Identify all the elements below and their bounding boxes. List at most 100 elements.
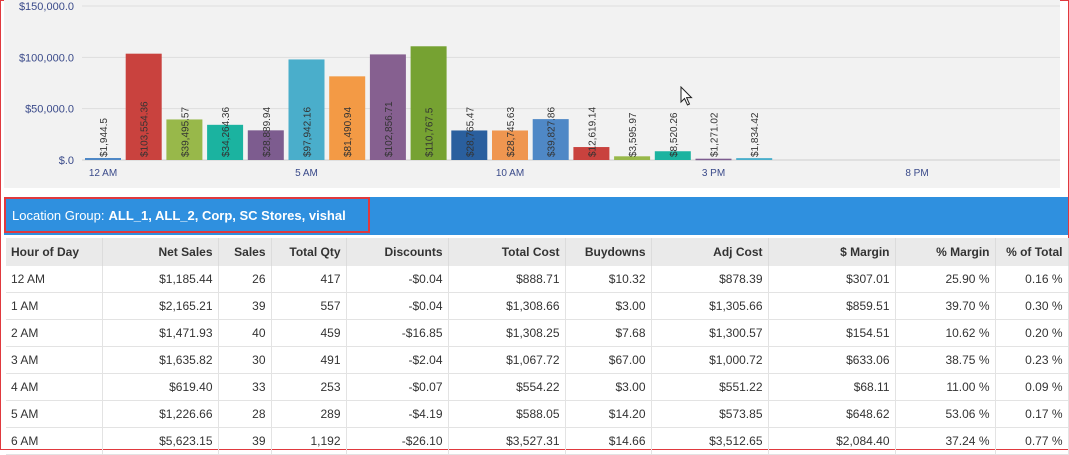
column-header-hour-of-day[interactable]: Hour of Day (6, 238, 103, 266)
table-row[interactable]: 2 AM $1,471.93 40 459 -$16.85 $1,308.25 $7.68 $… (6, 319, 1069, 347)
table-cell: $3.00 (565, 373, 652, 401)
table-cell: -$0.04 (346, 292, 449, 320)
table-cell: 0.23 % (995, 346, 1069, 374)
table-cell: 39 (218, 427, 272, 455)
table-row[interactable]: 5 AM $1,226.66 28 289 -$4.19 $588.05 $14.20 $57… (6, 400, 1069, 428)
table-cell: 30 (218, 346, 272, 374)
bar-value-label: $110,767.5 (425, 107, 436, 157)
column-header-margin[interactable]: $ Margin (768, 238, 896, 266)
table-cell: 0.16 % (995, 266, 1069, 293)
x-tick-label: 3 PM (702, 168, 725, 179)
y-tick-label: $150,000.0 (19, 1, 74, 13)
table-cell: 5 AM (6, 400, 103, 428)
bar[interactable] (207, 124, 244, 160)
table-cell: 0.09 % (995, 373, 1069, 401)
y-tick-label: $.0 (59, 155, 74, 167)
table-cell: 0.17 % (995, 400, 1069, 428)
location-group-value: ALL_1, ALL_2, Corp, SC Stores, vishal (108, 207, 346, 223)
table-cell: $67.00 (565, 346, 652, 374)
column-header-of-total[interactable]: % of Total (995, 238, 1069, 266)
column-header-sales[interactable]: Sales (218, 238, 272, 266)
bar[interactable] (573, 147, 610, 160)
table-row[interactable]: 1 AM $2,165.21 39 557 -$0.04 $1,308.66 $3.00 $1… (6, 292, 1069, 320)
bar-value-label: $1,834.42 (750, 112, 761, 157)
bar[interactable] (695, 158, 732, 161)
table-header-row: Hour of Day Net Sales Sales Total Qty Discou… (6, 238, 1069, 266)
table-cell: 39 (218, 292, 272, 320)
bar-value-label: $39,827.86 (547, 107, 558, 157)
bar[interactable] (85, 158, 121, 160)
table-cell: -$0.07 (346, 373, 449, 401)
bar-value-label: $39,495.57 (180, 107, 191, 157)
bar[interactable] (532, 119, 569, 160)
bar[interactable] (614, 156, 651, 160)
location-group-prefix: Location Group: (12, 207, 105, 223)
table-cell: -$0.04 (346, 266, 449, 293)
table-cell: -$2.04 (346, 346, 449, 374)
x-tick-label: 8 PM (905, 168, 928, 179)
table-body: 12 AM $1,185.44 26 417 -$0.04 $888.71 $10.32 $8… (6, 266, 1069, 455)
bar-value-label: $28,745.63 (506, 107, 517, 157)
table-cell: $1,000.72 (651, 346, 769, 374)
column-header-buydowns[interactable]: Buydowns (565, 238, 652, 266)
table-cell: $554.22 (448, 373, 566, 401)
column-header-total-qty[interactable]: Total Qty (271, 238, 347, 266)
y-tick-label: $100,000.0 (19, 52, 74, 64)
table-cell: $3.00 (565, 292, 652, 320)
table-cell: 0.77 % (995, 427, 1069, 455)
table-cell: $3,512.65 (651, 427, 769, 455)
column-header-margin[interactable]: % Margin (895, 238, 996, 266)
table-cell: 10.62 % (895, 319, 996, 347)
table-cell: 1,192 (271, 427, 347, 455)
x-tick-label: 12 AM (89, 168, 117, 179)
table-cell: 417 (271, 266, 347, 293)
x-tick-label: 5 AM (295, 168, 318, 179)
table-cell: 12 AM (6, 266, 103, 293)
table-row[interactable]: 3 AM $1,635.82 30 491 -$2.04 $1,067.72 $67.00 $… (6, 346, 1069, 374)
location-group-label[interactable]: Location Group: ALL_1, ALL_2, Corp, SC S… (4, 197, 370, 233)
table-cell: 1 AM (6, 292, 103, 320)
table-row[interactable]: 4 AM $619.40 33 253 -$0.07 $554.22 $3.00 $551.2… (6, 373, 1069, 401)
table-row[interactable]: 12 AM $1,185.44 26 417 -$0.04 $888.71 $10.32 $8… (6, 266, 1069, 293)
bar[interactable] (451, 130, 488, 160)
table-cell: 38.75 % (895, 346, 996, 374)
table-cell: $619.40 (102, 373, 219, 401)
hourly-sales-table: Hour of Day Net Sales Sales Total Qty Discou… (6, 238, 1069, 455)
bar[interactable] (166, 119, 203, 160)
table-cell: 53.06 % (895, 400, 996, 428)
bar[interactable] (410, 46, 447, 160)
table-cell: 2 AM (6, 319, 103, 347)
bar-value-label: $103,554.36 (140, 101, 151, 157)
table-cell: 0.20 % (995, 319, 1069, 347)
table-cell: 26 (218, 266, 272, 293)
bar-value-label: $28,765.47 (465, 107, 476, 157)
table-cell: $68.11 (768, 373, 896, 401)
table-row[interactable]: 6 AM $5,623.15 39 1,192 -$26.10 $3,527.31 $14.… (6, 427, 1069, 455)
bar[interactable] (247, 130, 284, 160)
mouse-cursor-icon (680, 85, 694, 111)
table-cell: 37.24 % (895, 427, 996, 455)
bar[interactable] (369, 54, 406, 160)
bar[interactable] (492, 130, 528, 160)
table-cell: 491 (271, 346, 347, 374)
bar[interactable] (288, 59, 325, 161)
bar[interactable] (654, 151, 691, 160)
bar[interactable] (125, 53, 162, 160)
bar-value-label: $12,619.14 (587, 107, 598, 157)
bar-value-label: $1,271.02 (710, 112, 721, 157)
table-cell: $2,084.40 (768, 427, 896, 455)
bar-value-label: $8,520.26 (669, 112, 680, 157)
table-cell: 33 (218, 373, 272, 401)
table-cell: 39.70 % (895, 292, 996, 320)
bar[interactable] (329, 76, 366, 160)
table-cell: 0.30 % (995, 292, 1069, 320)
location-group-header (4, 197, 1068, 235)
bar-value-label: $1,944.5 (99, 118, 110, 157)
bar[interactable] (736, 158, 773, 160)
column-header-adj-cost[interactable]: Adj Cost (651, 238, 769, 266)
column-header-discounts[interactable]: Discounts (346, 238, 449, 266)
bar-value-label: $102,856.71 (384, 101, 395, 157)
column-header-total-cost[interactable]: Total Cost (448, 238, 566, 266)
bar-value-label: $97,942.16 (303, 107, 314, 157)
column-header-net-sales[interactable]: Net Sales (102, 238, 219, 266)
